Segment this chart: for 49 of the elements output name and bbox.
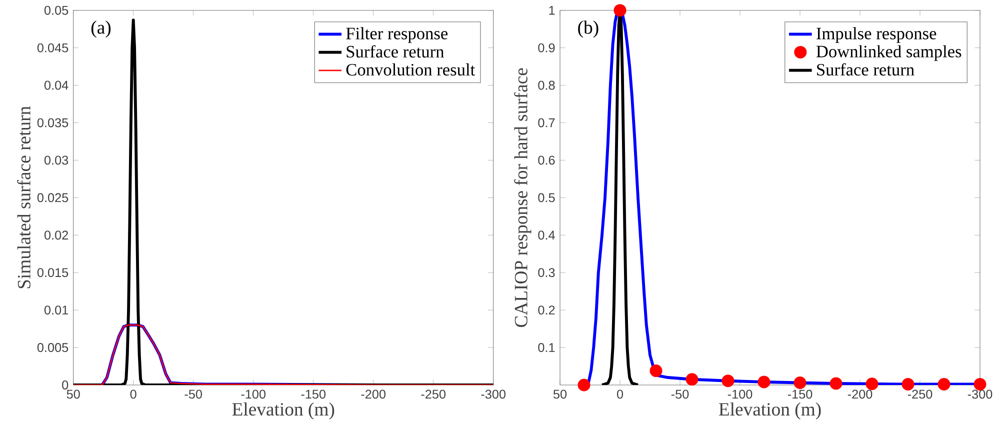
x-tick-label: -250	[908, 390, 932, 399]
x-tick-label: -50	[671, 390, 689, 399]
x-tick-label: -200	[361, 390, 386, 399]
annotation: (b)	[578, 20, 598, 38]
x-tick-label: -250	[421, 390, 446, 399]
y-tick-label: 0.035	[37, 118, 68, 128]
y-tick-label: 0.015	[37, 268, 68, 278]
x-tick-label: -300	[481, 390, 506, 399]
y-tick-label: 0.01	[44, 306, 68, 315]
y-tick-label: 0.025	[37, 193, 68, 202]
x-tick-label: -100	[241, 390, 266, 399]
x-tick-label: 50	[553, 390, 567, 399]
x-tick-label: -100	[728, 390, 752, 399]
y-tick-label: 0.4	[538, 230, 555, 240]
legend-label: Filter response	[346, 27, 448, 43]
x-tick-label: 50	[66, 390, 80, 399]
x-tick-label: -150	[301, 390, 326, 399]
legend-label: Downlinked samples	[816, 45, 962, 61]
y-tick-label: 0.5	[538, 193, 555, 202]
y-tick-label: 0.9	[538, 43, 555, 52]
x-tick-label: -50	[184, 390, 202, 399]
y-tick-label: 0.05	[44, 6, 68, 15]
y-tick-label: 0.2	[538, 306, 555, 315]
y-tick-label: 0.3	[538, 268, 555, 278]
legend-label: Surface return	[346, 45, 444, 58]
y-tick-label: 0.6	[538, 156, 555, 165]
legend-label: Surface return	[817, 63, 914, 76]
x-axis-title: Elevation (m)	[232, 402, 334, 420]
y-tick-label: 0.02	[44, 230, 68, 240]
y-tick-label: 0.8	[538, 80, 555, 90]
y-tick-label: 0.03	[44, 156, 68, 165]
y-tick-label: 0.045	[37, 43, 68, 52]
x-tick-label: 0	[616, 390, 624, 399]
y-tick-label: 0.005	[37, 343, 68, 352]
y-tick-label: 0	[62, 380, 68, 390]
y-tick-label: 0.04	[44, 80, 68, 90]
annotation: (a)	[91, 20, 111, 38]
x-tick-label: -300	[968, 390, 992, 399]
y-tick-label: 0.7	[538, 118, 555, 128]
y-tick-label: 1	[549, 6, 555, 15]
legend-label: Convolution result	[346, 63, 476, 76]
x-axis-title: Elevation (m)	[718, 402, 821, 420]
y-axis-title: Simulated surface return	[17, 106, 30, 288]
legend-label: Impulse response	[816, 27, 936, 43]
x-tick-label: -150	[788, 390, 812, 399]
y-tick-label: 0.1	[538, 343, 555, 352]
y-axis-title: CALIOP response for hard surface	[514, 68, 532, 327]
x-tick-label: -200	[848, 390, 872, 399]
x-tick-label: 0	[130, 390, 136, 399]
